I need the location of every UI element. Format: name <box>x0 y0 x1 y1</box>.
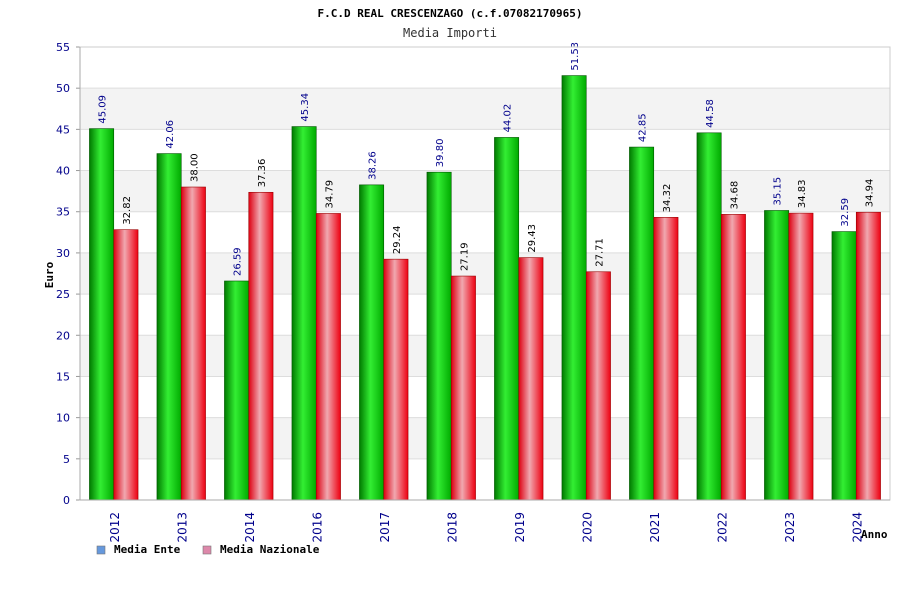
y-tick-label: 15 <box>56 370 70 383</box>
bar-media-nazionale <box>383 258 409 501</box>
y-tick-label: 50 <box>56 82 70 95</box>
x-tick-label: 2024 <box>850 512 864 543</box>
bar-media-ente <box>156 153 182 501</box>
x-tick-label: 2013 <box>175 512 189 543</box>
bar-media-nazionale <box>653 217 679 501</box>
value-label-media-nazionale: 27.71 <box>594 238 605 267</box>
value-label-media-nazionale: 38.00 <box>189 153 200 182</box>
bar-media-ente <box>89 128 115 501</box>
value-label-media-nazionale: 34.32 <box>662 184 673 213</box>
bar-media-ente <box>224 280 250 501</box>
y-tick-label: 45 <box>56 123 70 136</box>
y-tick-label: 0 <box>63 494 70 507</box>
value-label-media-ente: 51.53 <box>570 42 581 71</box>
bar-media-ente <box>764 210 790 501</box>
grid-band <box>80 129 890 171</box>
chart-title: F.C.D REAL CRESCENZAGO (c.f.07082170965) <box>318 7 583 20</box>
bar-media-ente <box>561 75 587 501</box>
grid-band <box>80 458 890 500</box>
bar-media-ente <box>494 137 520 501</box>
bar-media-nazionale <box>518 257 544 501</box>
y-tick-label: 35 <box>56 206 70 219</box>
value-label-media-ente: 39.80 <box>435 139 446 168</box>
y-axis-label: Euro <box>43 261 56 288</box>
value-label-media-nazionale: 32.82 <box>122 196 133 225</box>
x-tick-label: 2020 <box>580 512 594 543</box>
bar-media-nazionale <box>450 275 476 501</box>
grid-band <box>80 211 890 253</box>
value-label-media-nazionale: 34.79 <box>324 180 335 209</box>
value-label-media-ente: 32.59 <box>840 198 851 227</box>
grid <box>80 46 890 501</box>
grid-band <box>80 376 890 418</box>
y-tick-label: 40 <box>56 165 70 178</box>
x-tick-label: 2018 <box>445 512 459 543</box>
x-tick-label: 2021 <box>648 512 662 543</box>
y-tick-label: 25 <box>56 288 70 301</box>
value-label-media-ente: 42.85 <box>638 113 649 142</box>
axes: 0 5 10 15 20 25 30 35 40 45 50 55 2012 2013 2014 2016 20… <box>56 41 891 543</box>
value-label-media-nazionale: 27.19 <box>459 242 470 271</box>
value-label-media-ente: 45.09 <box>98 95 109 124</box>
value-label-media-nazionale: 37.36 <box>257 159 268 188</box>
bar-media-ente <box>426 171 452 501</box>
legend: Media Ente Media Nazionale <box>96 543 320 556</box>
x-tick-label: 2023 <box>783 512 797 543</box>
grid-band <box>80 294 890 336</box>
x-tick-label: 2016 <box>310 512 324 543</box>
value-label-media-ente: 44.58 <box>705 99 716 128</box>
x-tick-label: 2012 <box>108 512 122 543</box>
x-tick-label: 2019 <box>513 512 527 543</box>
chart-subtitle: Media Importi <box>403 26 497 40</box>
legend-swatch-media-ente <box>96 545 106 555</box>
bar-media-nazionale <box>720 214 746 501</box>
grid-band <box>80 170 890 212</box>
y-tick-label: 30 <box>56 247 70 260</box>
x-axis-label: Anno <box>861 528 888 541</box>
value-label-media-ente: 44.02 <box>503 104 514 133</box>
bar-media-ente <box>629 146 655 501</box>
x-tick-label: 2022 <box>715 512 729 543</box>
bar-media-ente <box>359 184 385 501</box>
value-label-media-ente: 42.06 <box>165 120 176 149</box>
value-label-media-nazionale: 34.94 <box>864 179 875 208</box>
bar-media-ente <box>831 231 857 501</box>
x-tick-label: 2014 <box>243 512 257 543</box>
value-label-media-ente: 35.15 <box>773 177 784 206</box>
legend-label-media-ente: Media Ente <box>114 543 181 556</box>
value-label-media-nazionale: 29.43 <box>527 224 538 253</box>
grid-band <box>80 88 890 130</box>
bar-media-nazionale <box>855 211 881 501</box>
legend-label-media-nazionale: Media Nazionale <box>220 543 320 556</box>
bar-media-ente <box>291 126 317 501</box>
value-label-media-ente: 38.26 <box>368 151 379 180</box>
grid-band <box>80 335 890 377</box>
bar-media-nazionale <box>113 229 139 501</box>
y-tick-label: 5 <box>63 453 70 466</box>
grid-band <box>80 417 890 459</box>
value-label-media-nazionale: 34.83 <box>797 179 808 208</box>
x-tick-label: 2017 <box>378 512 392 543</box>
bar-media-nazionale <box>315 213 341 501</box>
bar-media-nazionale <box>585 271 611 501</box>
bar-media-nazionale <box>180 186 206 501</box>
bar-media-nazionale <box>788 212 814 501</box>
y-tick-label: 10 <box>56 412 70 425</box>
legend-swatch-media-nazionale <box>202 545 212 555</box>
value-label-media-nazionale: 34.68 <box>729 181 740 210</box>
grid-band <box>80 47 890 89</box>
bar-media-ente <box>696 132 722 501</box>
bar-media-nazionale <box>248 191 274 501</box>
grid-band <box>80 252 890 295</box>
value-label-media-nazionale: 29.24 <box>392 226 403 255</box>
value-label-media-ente: 26.59 <box>233 247 244 276</box>
value-label-media-ente: 45.34 <box>300 93 311 122</box>
y-tick-label: 20 <box>56 329 70 342</box>
y-tick-label: 55 <box>56 41 70 54</box>
